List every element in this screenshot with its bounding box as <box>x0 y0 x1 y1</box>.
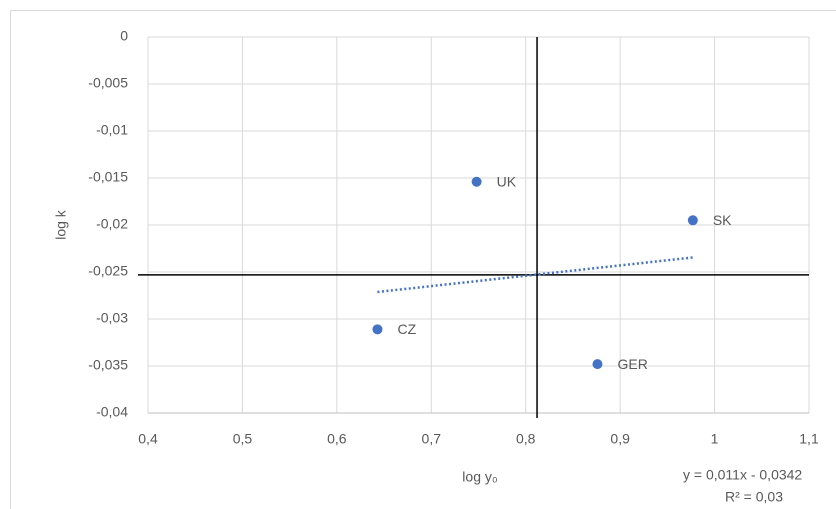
y-tick-label: -0,035 <box>88 357 128 373</box>
x-axis-label: log y₀ <box>462 469 498 485</box>
point <box>471 176 482 187</box>
y-tick-label: -0,02 <box>96 216 128 232</box>
point-label: SK <box>713 212 732 228</box>
x-tick-label: 0,4 <box>138 431 158 447</box>
x-tick-label: 0,5 <box>233 431 253 447</box>
y-tick-label: -0,005 <box>88 75 128 91</box>
x-tick-label: 1 <box>711 431 719 447</box>
x-tick-label: 1,1 <box>799 431 819 447</box>
trendline-equation: y = 0,011x - 0,0342 <box>683 467 802 483</box>
point <box>372 324 383 335</box>
y-tick-label: -0,01 <box>96 122 128 138</box>
point-label: CZ <box>397 321 416 337</box>
x-tick-label: 0,8 <box>516 431 536 447</box>
x-tick-label: 0,9 <box>610 431 630 447</box>
point-label: UK <box>497 173 517 189</box>
y-tick-label: -0,025 <box>88 263 128 279</box>
y-axis-label: log k <box>53 209 69 240</box>
trendline <box>377 256 693 294</box>
point-label: GER <box>617 356 647 372</box>
point <box>592 359 603 370</box>
y-tick-label: -0,04 <box>96 404 128 420</box>
point <box>687 215 698 226</box>
trendline-r2: R² = 0,03 <box>725 489 783 505</box>
x-tick-label: 0,7 <box>422 431 442 447</box>
y-tick-label: 0 <box>120 28 128 44</box>
x-tick-label: 0,6 <box>327 431 347 447</box>
y-tick-label: -0,015 <box>88 169 128 185</box>
y-tick-label: -0,03 <box>96 310 128 326</box>
